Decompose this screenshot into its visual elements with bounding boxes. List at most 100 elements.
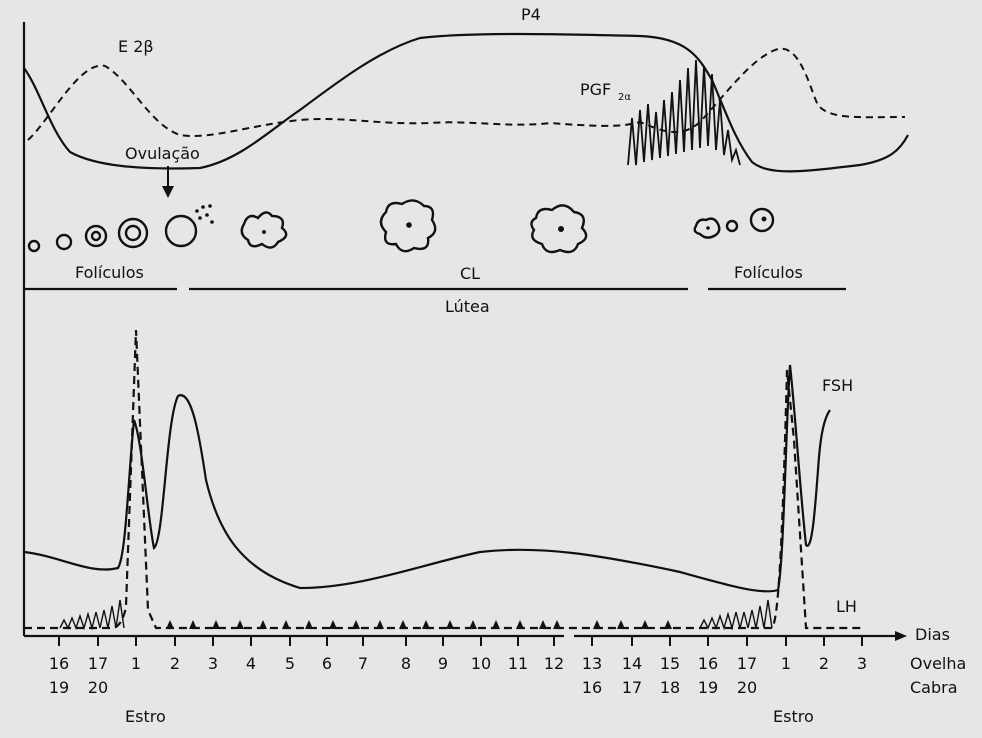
- lh-pulse-marker: [212, 620, 220, 629]
- estrus-label-right: Estro: [773, 707, 814, 726]
- ewe-day-label: 13: [582, 654, 602, 673]
- cl-dot-icon: [706, 226, 710, 230]
- pgf2a-label: PGF 2α: [580, 80, 631, 103]
- follicle-icon: [27, 239, 41, 253]
- goat-day-label: 18: [660, 678, 680, 697]
- lh-pulse-marker: [593, 620, 601, 629]
- ewe-day-label: 6: [322, 654, 332, 673]
- rupture-dots-icon: [195, 204, 214, 224]
- e2-label: E 2β: [118, 37, 154, 56]
- pgf-label: PGF: [580, 80, 611, 99]
- regressing-cl-icon: [693, 217, 721, 239]
- lh-pulses-right: [699, 599, 773, 631]
- p4-curve: [23, 32, 909, 173]
- follicle-sequence-left: [27, 214, 198, 253]
- p4-label: P4: [521, 5, 541, 24]
- goat-day-label: 16: [582, 678, 602, 697]
- goat-day-label: 19: [698, 678, 718, 697]
- ewe-day-label: 10: [471, 654, 491, 673]
- species-label-goat: Cabra: [910, 678, 958, 697]
- lh-baseline-pulses: [166, 620, 672, 629]
- lh-pulse-marker: [189, 620, 197, 629]
- corpus-hemorrhagicum-icon: [240, 211, 288, 249]
- lh-pulse-marker: [422, 620, 430, 629]
- ewe-day-label: 16: [49, 654, 69, 673]
- lh-pulse-marker: [539, 620, 547, 629]
- follicle-antrum-icon: [90, 230, 102, 242]
- ovulation-label: Ovulação: [125, 144, 200, 163]
- lh-pulse-marker: [305, 620, 313, 629]
- estrus-label-left: Estro: [125, 707, 166, 726]
- follicles-label-right: Folículos: [734, 263, 803, 282]
- cl-dot-icon: [406, 222, 412, 228]
- ewe-day-label: 16: [698, 654, 718, 673]
- goat-day-label: 20: [88, 678, 108, 697]
- follicle-icon: [117, 217, 149, 249]
- lh-pulse-marker: [282, 620, 290, 629]
- lh-pulse-marker: [376, 620, 384, 629]
- ewe-day-label: 12: [544, 654, 564, 673]
- lh-pulse-marker: [446, 620, 454, 629]
- follicle-icon: [55, 233, 73, 251]
- lh-pulse-marker: [352, 620, 360, 629]
- ewe-day-label: 3: [857, 654, 867, 673]
- species-label-ewe: Ovelha: [910, 654, 966, 673]
- ewe-day-label: 2: [819, 654, 829, 673]
- ewe-day-label: 3: [208, 654, 218, 673]
- lh-pulse-marker: [166, 620, 174, 629]
- lh-pulse-marker: [236, 620, 244, 629]
- hormone-panel-bottom: FSH LH Dias Ovelha Cabra 16 17 1 2 3 4 5 6 7 8 9 10…: [23, 329, 966, 726]
- ewe-day-label: 17: [88, 654, 108, 673]
- ovulation-arrow-icon: [162, 166, 174, 198]
- ewe-day-labels: 16 17 1 2 3 4 5 6 7 8 9 10 11 12 13 14 15 16 17 1 2 3: [49, 654, 867, 673]
- e2-curve: [27, 47, 906, 141]
- ewe-day-label: 1: [781, 654, 791, 673]
- lh-pulse-marker: [259, 620, 267, 629]
- ewe-day-label: 14: [622, 654, 642, 673]
- ewe-day-label: 1: [131, 654, 141, 673]
- ewe-day-label: 4: [246, 654, 256, 673]
- lh-pulse-marker: [617, 620, 625, 629]
- follicle-icon: [749, 207, 775, 233]
- cl-dot-icon: [558, 226, 564, 232]
- pgf-subscript: 2α: [618, 92, 631, 103]
- lh-pulses-left: [59, 599, 125, 631]
- follicle-icon: [84, 224, 108, 248]
- follicle-icon: [725, 219, 739, 233]
- lh-pulse-marker: [399, 620, 407, 629]
- axis-label-days: Dias: [915, 625, 950, 644]
- fsh-label: FSH: [822, 376, 853, 395]
- goat-day-label: 17: [622, 678, 642, 697]
- pgf2a-pulses: [627, 59, 741, 166]
- ewe-day-label: 9: [438, 654, 448, 673]
- ewe-day-label: 11: [508, 654, 528, 673]
- lh-pulse-marker: [641, 620, 649, 629]
- ovulatory-follicle-icon: [164, 214, 198, 248]
- ewe-day-label: 7: [358, 654, 368, 673]
- follicles-label-left: Folículos: [75, 263, 144, 282]
- luteal-label: Lútea: [445, 297, 490, 316]
- x-axis-ticks: [58, 636, 863, 646]
- goat-day-label: 20: [737, 678, 757, 697]
- ewe-day-label: 15: [660, 654, 680, 673]
- corpus-luteum-icon: [379, 199, 437, 253]
- lh-pulse-marker: [469, 620, 477, 629]
- lh-label: LH: [836, 597, 857, 616]
- lh-curve: [24, 329, 862, 630]
- lh-pulse-marker: [516, 620, 524, 629]
- ewe-day-label: 2: [170, 654, 180, 673]
- goat-day-labels: 19 20 16 17 18 19 20: [49, 678, 757, 697]
- lh-pulse-marker: [492, 620, 500, 629]
- fsh-curve: [23, 364, 831, 593]
- x-axis-arrow-icon: [895, 631, 907, 641]
- ewe-day-label: 5: [285, 654, 295, 673]
- lh-pulse-marker: [329, 620, 337, 629]
- follicle-antrum-icon: [761, 216, 767, 222]
- cl-label: CL: [460, 264, 480, 283]
- ewe-day-label: 8: [401, 654, 411, 673]
- cl-dot-icon: [262, 230, 266, 234]
- hormone-panel-top: P4 E 2β PGF 2α Ovulação: [22, 5, 909, 636]
- goat-day-label: 19: [49, 678, 69, 697]
